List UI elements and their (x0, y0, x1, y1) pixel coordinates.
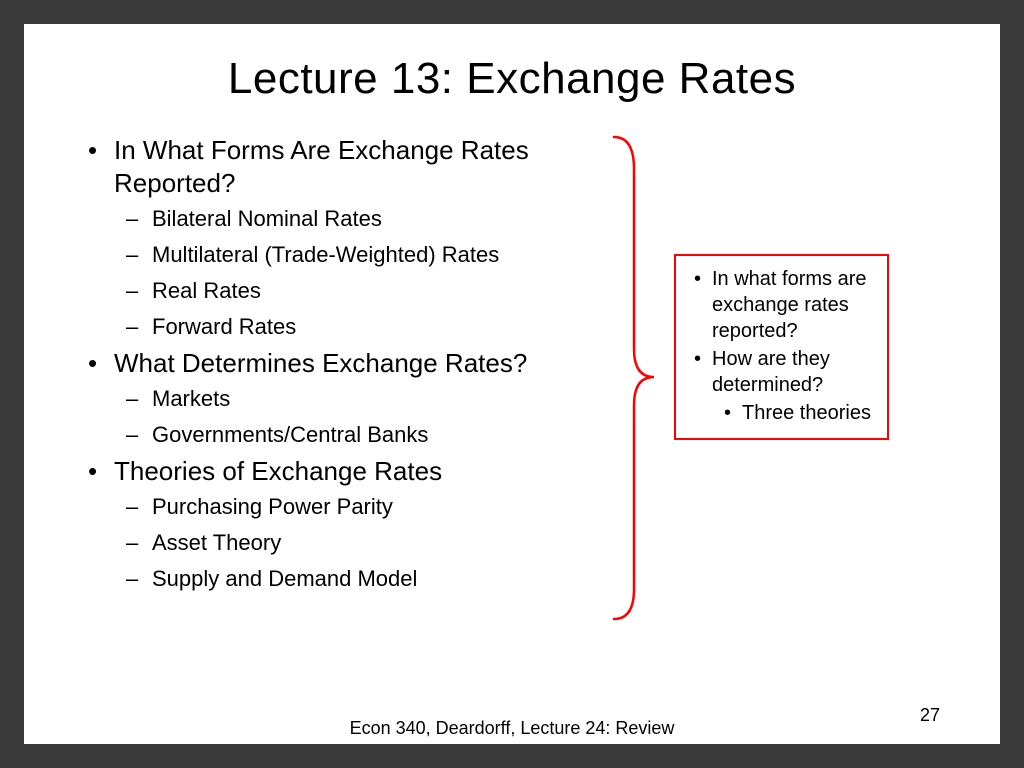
outline-item: Theories of Exchange Rates (74, 455, 614, 488)
outline-item: What Determines Exchange Rates? (74, 347, 614, 380)
page-number: 27 (920, 705, 940, 726)
footer-text: Econ 340, Deardorff, Lecture 24: Review (350, 718, 675, 740)
outline-subitem: Governments/Central Banks (74, 419, 614, 451)
outline-item: In What Forms Are Exchange Rates Reporte… (74, 134, 614, 199)
callout-item: How are they determined? (684, 346, 879, 398)
footer: Econ 340, Deardorff, Lecture 24: Review (24, 718, 1000, 740)
slide-title: Lecture 13: Exchange Rates (74, 54, 950, 104)
outline-subitem: Purchasing Power Parity (74, 491, 614, 523)
outline-subitem: Forward Rates (74, 311, 614, 343)
callout-box: In what forms are exchange rates reporte… (674, 254, 889, 440)
brace-icon (609, 129, 659, 629)
outline-subitem: Asset Theory (74, 527, 614, 559)
outline-subitem: Real Rates (74, 275, 614, 307)
outline-subitem: Bilateral Nominal Rates (74, 203, 614, 235)
outline: In What Forms Are Exchange Rates Reporte… (74, 134, 614, 599)
outline-subitem: Supply and Demand Model (74, 563, 614, 595)
callout-item: In what forms are exchange rates reporte… (684, 266, 879, 344)
content-row: In What Forms Are Exchange Rates Reporte… (74, 134, 950, 599)
slide: Lecture 13: Exchange Rates In What Forms… (24, 24, 1000, 744)
outline-subitem: Markets (74, 383, 614, 415)
side-column: In what forms are exchange rates reporte… (674, 134, 950, 440)
callout-subitem: Three theories (684, 400, 879, 426)
outline-subitem: Multilateral (Trade-Weighted) Rates (74, 239, 614, 271)
